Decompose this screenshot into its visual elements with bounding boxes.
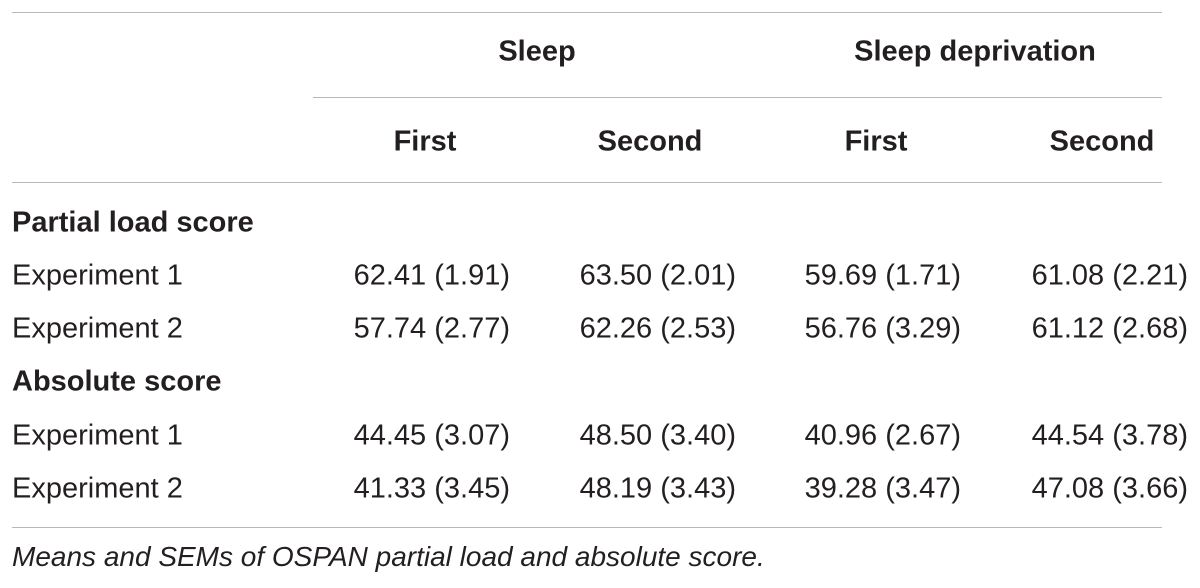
group-header-sleep: Sleep	[498, 35, 576, 68]
section-title-absolute: Absolute score	[12, 365, 222, 398]
table-caption: Means and SEMs of OSPAN partial load and…	[12, 541, 765, 572]
subheader-sleep-second: Second	[597, 125, 703, 158]
table-cell: 56.76 (3.29)	[804, 312, 961, 345]
table-cell: 44.54 (3.78)	[1031, 419, 1188, 452]
table-cell: 41.33 (3.45)	[353, 472, 510, 505]
table-cell: 48.50 (3.40)	[579, 419, 736, 452]
table-cell: 61.12 (2.68)	[1031, 312, 1188, 345]
table-cell: 63.50 (2.01)	[579, 259, 736, 292]
table-cell: 57.74 (2.77)	[353, 312, 510, 345]
subheader-deprivation-first: First	[844, 125, 908, 158]
subheader-deprivation-second: Second	[1049, 125, 1155, 158]
table-cell: 62.41 (1.91)	[353, 259, 510, 292]
row-label: Experiment 1	[12, 419, 183, 452]
group-header-sleep-deprivation: Sleep deprivation	[854, 35, 1096, 68]
subheader-sleep-first: First	[393, 125, 457, 158]
table-cell: 39.28 (3.47)	[804, 472, 961, 505]
row-label: Experiment 1	[12, 259, 183, 292]
table-cell: 59.69 (1.71)	[804, 259, 961, 292]
bottom-rule	[12, 527, 1162, 528]
top-rule	[12, 12, 1162, 13]
group-header-rule	[313, 97, 1162, 98]
table-cell: 40.96 (2.67)	[804, 419, 961, 452]
table-cell: 47.08 (3.66)	[1031, 472, 1188, 505]
table-cell: 44.45 (3.07)	[353, 419, 510, 452]
row-label: Experiment 2	[12, 312, 183, 345]
row-label: Experiment 2	[12, 472, 183, 505]
section-title-partial-load: Partial load score	[12, 206, 254, 239]
table-cell: 61.08 (2.21)	[1031, 259, 1188, 292]
header-rule	[12, 182, 1162, 183]
table-cell: 48.19 (3.43)	[579, 472, 736, 505]
table-cell: 62.26 (2.53)	[579, 312, 736, 345]
